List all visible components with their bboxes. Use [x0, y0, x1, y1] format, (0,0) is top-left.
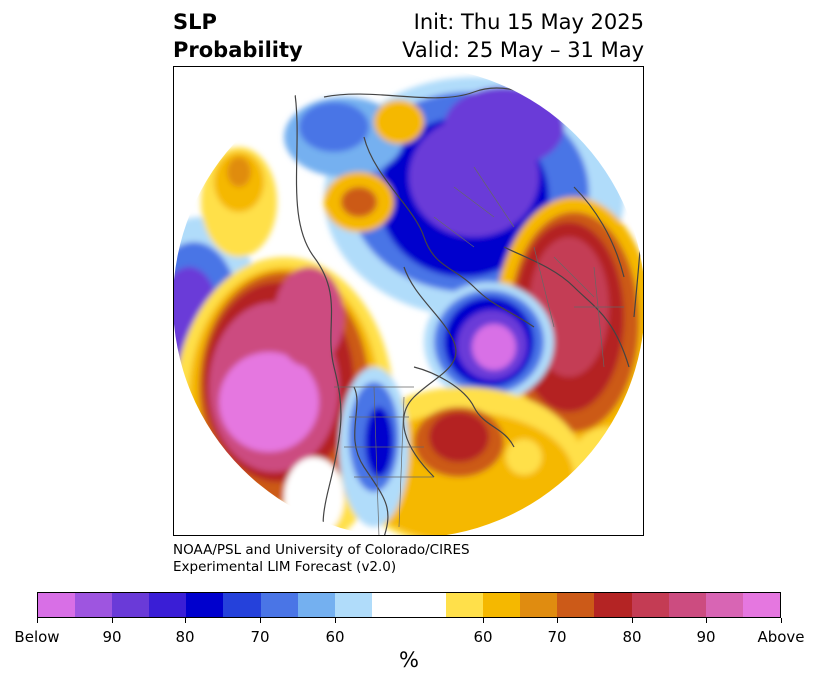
colorbar-tick-label: 60 — [325, 628, 345, 646]
colorbar-segment — [742, 593, 780, 617]
colorbar-tick-label: 90 — [102, 628, 122, 646]
valid-range: Valid: 25 May – 31 May — [402, 38, 644, 62]
colorbar-tick-label: 60 — [473, 628, 493, 646]
init-date: Init: Thu 15 May 2025 — [413, 10, 644, 34]
colorbar-segment — [223, 593, 261, 617]
colorbar-tick-label: 70 — [250, 628, 270, 646]
colorbar-tick-label: 80 — [175, 628, 195, 646]
colorbar-segment — [446, 593, 484, 617]
colorbar-segment — [520, 593, 558, 617]
colorbar-segment — [75, 593, 113, 617]
colorbar-segment — [705, 593, 743, 617]
polar-map — [173, 66, 644, 536]
colorbar-segment — [483, 593, 521, 617]
probability-map-svg — [174, 67, 643, 535]
forecast-dates: Init: Thu 15 May 2025 Valid: 25 May – 31… — [402, 8, 644, 64]
colorbar-tick-label: 70 — [547, 628, 567, 646]
colorbar-segment — [38, 593, 76, 617]
colorbar-segment — [557, 593, 595, 617]
colorbar-tickmark — [705, 618, 707, 623]
colorbar-tickmark — [556, 618, 558, 623]
colorbar-tickmark — [184, 618, 186, 623]
map-title: SLP Probability — [173, 8, 303, 64]
colorbar-tickmark — [631, 618, 633, 623]
colorbar-tick-label: Below — [14, 628, 60, 646]
colorbar-segment — [668, 593, 706, 617]
colorbar-segment — [186, 593, 224, 617]
colorbar-tickmark — [36, 618, 38, 623]
colorbar-tickmark — [482, 618, 484, 623]
colorbar-tickmark — [780, 618, 782, 623]
credit-line-1: NOAA/PSL and University of Colorado/CIRE… — [173, 542, 470, 558]
colorbar-tick-label: 80 — [622, 628, 642, 646]
map-disk — [174, 67, 643, 535]
colorbar-segment — [112, 593, 150, 617]
colorbar-segment — [371, 593, 447, 617]
colorbar-tick-label: Above — [757, 628, 805, 646]
colorbar-segment — [631, 593, 669, 617]
colorbar-unit: % — [399, 648, 419, 672]
colorbar-tickmark — [259, 618, 261, 623]
colorbar-segment — [149, 593, 187, 617]
colorbar-tick-label: 90 — [696, 628, 716, 646]
colorbar-segment — [297, 593, 335, 617]
colorbar-segment — [260, 593, 298, 617]
colorbar-tickmark — [334, 618, 336, 623]
credit-line-2: Experimental LIM Forecast (v2.0) — [173, 559, 397, 575]
colorbar-segment — [334, 593, 372, 617]
title-quantity: Probability — [173, 38, 303, 62]
colorbar — [37, 592, 781, 618]
credit-text: NOAA/PSL and University of Colorado/CIRE… — [173, 542, 470, 576]
title-variable: SLP — [173, 10, 217, 34]
colorbar-segment — [594, 593, 632, 617]
colorbar-tickmark — [111, 618, 113, 623]
